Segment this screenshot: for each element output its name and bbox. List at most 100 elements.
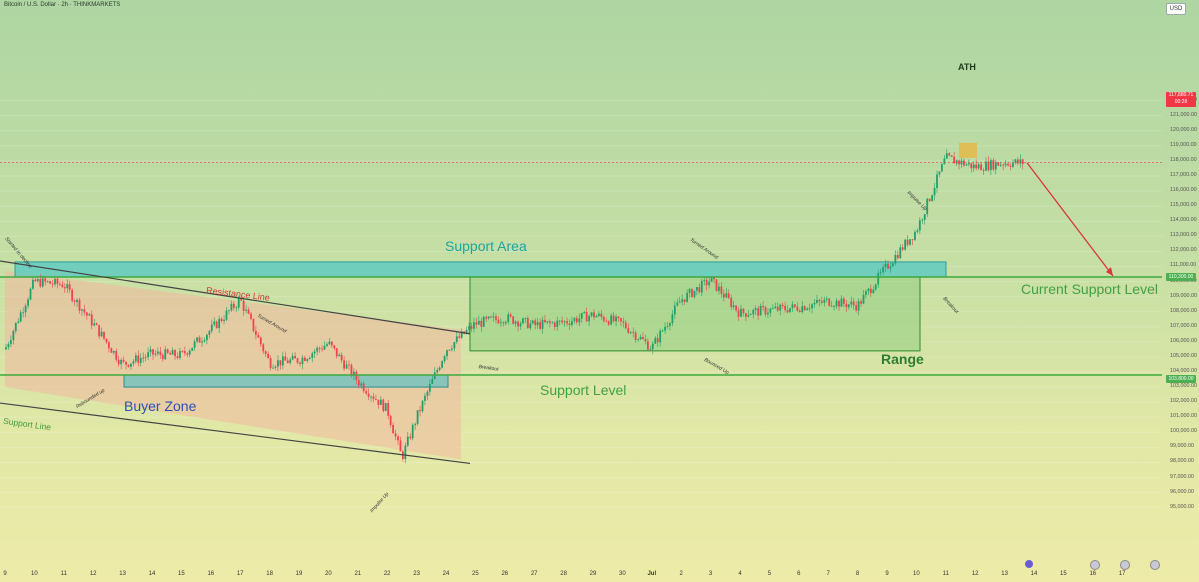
time-tick-label: 5 xyxy=(767,571,772,577)
candle-body xyxy=(529,323,532,329)
candle-body xyxy=(416,410,419,424)
candle-body xyxy=(419,410,421,412)
candle-body xyxy=(142,357,145,359)
candle-body xyxy=(470,326,473,329)
candle-body xyxy=(622,321,625,323)
candle-body xyxy=(22,312,25,314)
candle-body xyxy=(41,278,44,287)
candle-body xyxy=(985,161,987,171)
candle-body xyxy=(36,278,39,282)
candle-body xyxy=(279,360,282,366)
time-tick-label: 19 xyxy=(295,571,303,577)
candle-body xyxy=(281,356,284,366)
candle-body xyxy=(918,220,921,231)
currency-button[interactable]: USD xyxy=(1166,3,1186,15)
candle-body xyxy=(171,350,174,355)
candle-body xyxy=(345,364,348,369)
candle-body xyxy=(348,364,350,366)
candle-body xyxy=(901,247,904,250)
candle-body xyxy=(590,312,593,317)
candle-body xyxy=(5,347,7,350)
candle-body xyxy=(259,337,262,345)
candle-body xyxy=(98,325,100,337)
time-tick-label: 15 xyxy=(1060,571,1067,577)
event-icon[interactable] xyxy=(1025,560,1033,568)
candle-body xyxy=(578,318,581,323)
support-level-label: Support Level xyxy=(540,382,627,398)
time-tick-label: 14 xyxy=(148,571,156,577)
candle-body xyxy=(44,278,47,282)
candle-body xyxy=(536,322,539,326)
candle-body xyxy=(522,318,524,324)
candle-body xyxy=(825,298,828,300)
candle-body xyxy=(678,301,681,303)
candle-body xyxy=(431,379,434,384)
candle-body xyxy=(306,358,309,361)
candle-body xyxy=(705,279,708,286)
candle-body xyxy=(497,319,500,324)
candle-body xyxy=(267,353,270,359)
candle-body xyxy=(225,310,228,320)
candle-body xyxy=(833,306,835,307)
candle-body xyxy=(615,316,617,322)
candle-body xyxy=(987,161,990,171)
candle-body xyxy=(595,315,598,318)
candle-body xyxy=(700,280,703,293)
time-tick-label: 20 xyxy=(325,571,332,577)
candle-body xyxy=(1021,159,1024,165)
candle-body xyxy=(399,440,402,452)
candle-body xyxy=(718,286,720,291)
candle-body xyxy=(749,314,752,316)
resistance-line xyxy=(0,260,471,335)
candle-body xyxy=(482,316,485,327)
candle-body xyxy=(110,348,113,353)
candle-body xyxy=(411,424,414,439)
candle-body xyxy=(387,403,390,416)
candle-body xyxy=(382,399,385,411)
candle-body xyxy=(367,393,370,397)
candle-body xyxy=(661,330,664,332)
candle-body xyxy=(377,399,380,405)
support-area-label: Support Area xyxy=(445,238,527,254)
candle-body xyxy=(754,308,757,310)
candle-body xyxy=(90,314,93,326)
candle-body xyxy=(725,293,728,298)
candle-body xyxy=(921,219,924,221)
candle-body xyxy=(1012,162,1014,167)
price-tick-label: 95,000.00 xyxy=(1170,503,1194,510)
candle-body xyxy=(404,445,407,460)
candle-body xyxy=(872,289,875,294)
price-tick-label: 98,000.00 xyxy=(1170,458,1194,465)
flag-icon-2[interactable] xyxy=(1120,560,1130,570)
candle-body xyxy=(776,306,779,311)
candle-body xyxy=(240,298,243,301)
candle-body xyxy=(620,318,622,322)
candle-body xyxy=(453,341,456,349)
candle-body xyxy=(252,318,255,331)
flag-icon-3[interactable] xyxy=(1150,560,1160,570)
candle-body xyxy=(157,351,159,354)
time-tick-label: 10 xyxy=(31,571,38,577)
time-tick-label: 8 xyxy=(855,571,860,577)
time-tick-label: 10 xyxy=(913,571,920,577)
candle-body xyxy=(526,318,529,329)
candle-body xyxy=(830,305,833,307)
candle-body xyxy=(551,322,554,324)
candle-body xyxy=(485,316,488,319)
candle-body xyxy=(549,321,551,323)
candle-body xyxy=(154,353,157,355)
candle-body xyxy=(370,396,372,398)
candle-body xyxy=(820,301,823,303)
candle-body xyxy=(715,279,718,291)
candle-body xyxy=(566,321,568,324)
candle-body xyxy=(144,357,147,358)
candle-body xyxy=(394,433,397,437)
candle-body xyxy=(304,357,306,361)
price-tick-label: 109,000.00 xyxy=(1170,292,1197,299)
candle-body xyxy=(546,321,549,323)
candle-body xyxy=(688,289,691,293)
flag-icon-1[interactable] xyxy=(1090,560,1100,570)
candle-body xyxy=(164,349,167,360)
